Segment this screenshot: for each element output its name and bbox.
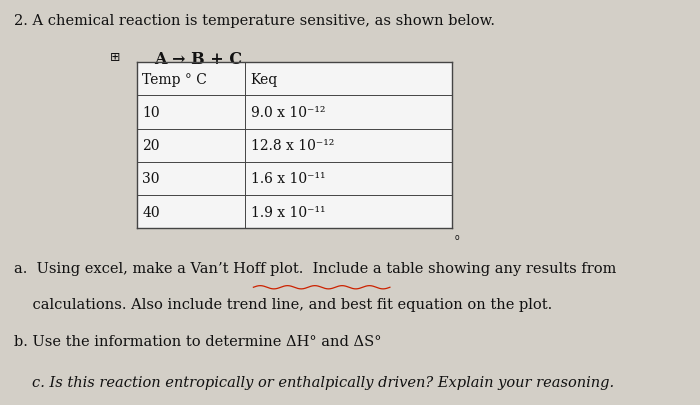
Text: calculations. Also include trend line, and best fit equation on the plot.: calculations. Also include trend line, a… <box>14 298 552 311</box>
Text: 12.8 x 10⁻¹²: 12.8 x 10⁻¹² <box>251 139 334 153</box>
Text: Temp ° C: Temp ° C <box>142 72 207 86</box>
Text: 1.9 x 10⁻¹¹: 1.9 x 10⁻¹¹ <box>251 205 325 219</box>
Text: 20: 20 <box>142 139 160 153</box>
Text: 40: 40 <box>142 205 160 219</box>
Text: A → B + C: A → B + C <box>154 51 242 68</box>
Text: ⊞: ⊞ <box>111 51 120 64</box>
Text: o: o <box>454 233 459 242</box>
Text: a.  Using excel, make a Van’t Hoff plot.  Include a table showing any results fr: a. Using excel, make a Van’t Hoff plot. … <box>14 261 617 275</box>
Text: 10: 10 <box>142 106 160 119</box>
Text: Keq: Keq <box>251 72 278 86</box>
Text: 9.0 x 10⁻¹²: 9.0 x 10⁻¹² <box>251 106 325 119</box>
Text: 2. A chemical reaction is temperature sensitive, as shown below.: 2. A chemical reaction is temperature se… <box>14 14 495 28</box>
Text: 1.6 x 10⁻¹¹: 1.6 x 10⁻¹¹ <box>251 172 325 186</box>
Text: 30: 30 <box>142 172 160 186</box>
Text: b. Use the information to determine ΔH° and ΔS°: b. Use the information to determine ΔH° … <box>14 334 382 348</box>
Text: c. Is this reaction entropically or enthalpically driven? Explain your reasoning: c. Is this reaction entropically or enth… <box>32 375 614 388</box>
